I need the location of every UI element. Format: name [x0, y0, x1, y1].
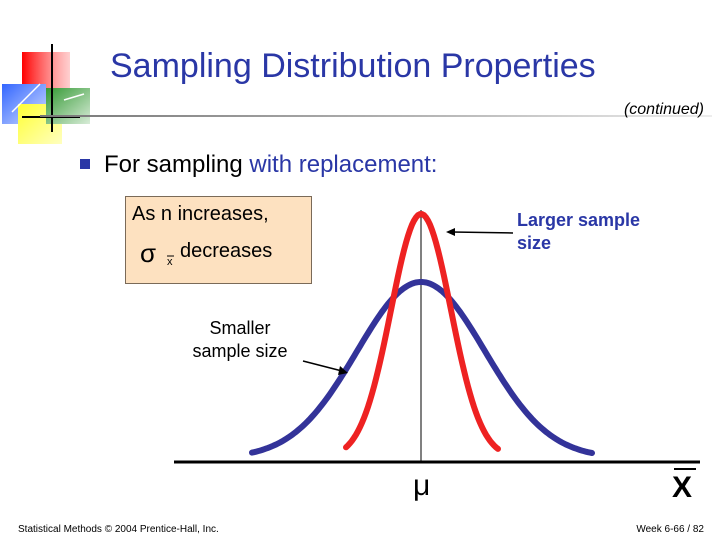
- xbar-label: X: [672, 471, 693, 504]
- footer-copyright: Statistical Methods © 2004 Prentice-Hall…: [18, 524, 219, 535]
- larger-sample-arrowhead: [446, 228, 455, 236]
- larger-sample-label: Larger sample size: [517, 209, 667, 255]
- page-subtitle: (continued): [623, 101, 704, 118]
- smaller-sample-arrowhead: [338, 366, 348, 375]
- bullet-text-accent: with replacement:: [249, 151, 438, 178]
- bullet-point: For sampling with replacement:: [80, 151, 437, 179]
- smaller-sample-label-line1: Smaller: [209, 318, 271, 338]
- larger-sample-arrow: [451, 231, 514, 234]
- smaller-sample-label: Smaller sample size: [180, 317, 300, 363]
- page-title: Sampling Distribution Properties: [110, 47, 596, 85]
- smaller-sample-arrow: [302, 360, 343, 372]
- larger-sample-curve: [343, 211, 501, 452]
- callout-box: [125, 196, 312, 284]
- callout-text-line1: As n increases,: [132, 203, 269, 225]
- title-divider: [40, 115, 712, 117]
- footer-page-number: Week 6-66 / 82: [636, 524, 704, 535]
- larger-sample-label-line1: Larger sample: [517, 210, 641, 230]
- square-bullet-icon: [80, 159, 90, 169]
- mu-label: μ: [413, 469, 431, 502]
- larger-sample-label-line2: size: [517, 233, 552, 253]
- smaller-sample-curve: [249, 279, 595, 456]
- sigma-symbol: σ: [140, 238, 157, 268]
- smaller-sample-label-line2: sample size: [192, 341, 288, 361]
- xbar-overline: [674, 468, 696, 470]
- callout-text-line2: decreases: [180, 240, 273, 262]
- sigma-subscript: x: [167, 256, 173, 268]
- bullet-text: For sampling: [104, 151, 250, 178]
